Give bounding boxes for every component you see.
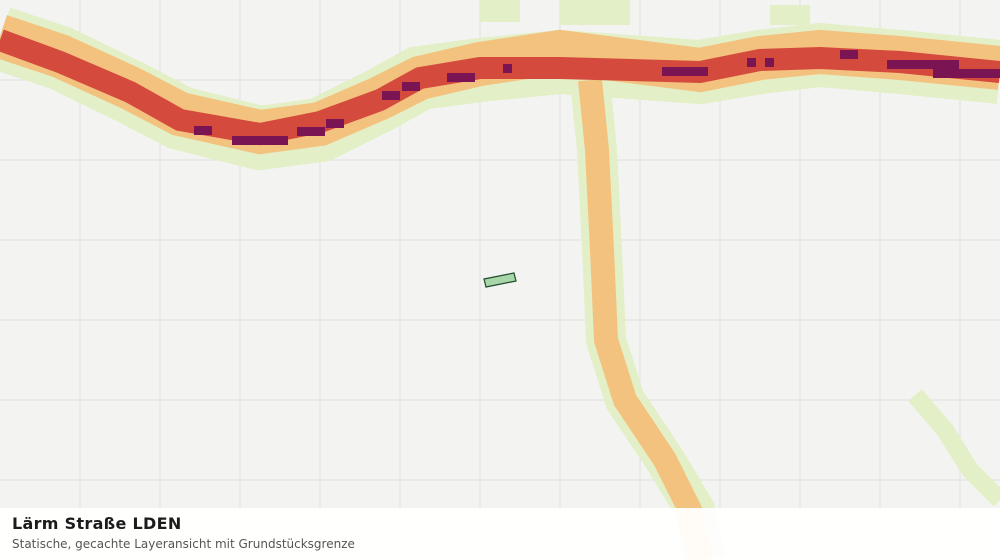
noise-zone-high — [0, 29, 1000, 146]
map-title: Lärm Straße LDEN — [12, 514, 182, 533]
map-subtitle: Statische, gecachte Layeransicht mit Gru… — [12, 537, 355, 551]
noise-zone-very-high — [194, 50, 1000, 145]
noise-zone-mid — [578, 78, 712, 560]
parcel-boundary — [483, 272, 517, 288]
caption: Lärm Straße LDEN Statische, gecachte Lay… — [0, 508, 1000, 560]
noise-zone-low — [908, 389, 1000, 507]
